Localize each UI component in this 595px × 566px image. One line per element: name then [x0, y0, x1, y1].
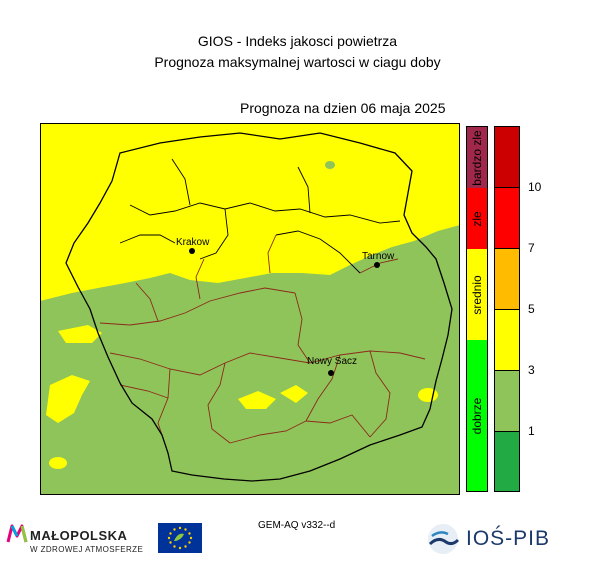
scale-step — [495, 310, 519, 371]
malopolska-logo-icon — [6, 524, 28, 543]
scale-label-10: 10 — [528, 180, 542, 194]
zone-srednio-patch-south — [238, 391, 276, 409]
scale-step — [495, 432, 519, 491]
scale-step — [495, 371, 519, 432]
zone-srednio-patch-bottom — [49, 457, 67, 469]
malopolska-tagline: W ZDROWEJ ATMOSFERZE — [30, 545, 144, 554]
ios-pib-logo-icon — [428, 524, 460, 554]
malopolska-name: MAŁOPOLSKA — [30, 528, 128, 543]
legend-zle: zle — [467, 188, 487, 249]
legend-srednio: srednio — [467, 249, 487, 340]
city-nowy-sacz: Nowy Sacz — [307, 356, 357, 376]
legend-dobrze: dobrze — [467, 340, 487, 491]
map-subtitle: Prognoza maksymalnej wartosci w ciagu do… — [154, 54, 441, 70]
scale-step — [495, 188, 519, 249]
city-marker — [189, 248, 195, 254]
city-label: Krakow — [176, 237, 210, 248]
scale-step — [495, 127, 519, 188]
forecast-date: Prognoza na dzien 06 maja 2025 — [240, 100, 446, 116]
model-version: GEM-AQ v332--d — [258, 520, 336, 531]
eu-life-flag-icon — [158, 523, 202, 553]
legend-label: srednio — [470, 274, 484, 315]
scale-label-3: 3 — [528, 363, 535, 377]
scale-step — [495, 249, 519, 310]
zone-dobrze-dot — [325, 161, 335, 169]
legend-bardzo-zle: bardzo zle — [467, 127, 487, 188]
city-marker — [374, 262, 380, 268]
city-label: Nowy Sacz — [307, 356, 357, 367]
zone-srednio-patch-southwest — [46, 375, 90, 423]
zone-srednio-north — [40, 123, 460, 301]
index-scale — [494, 126, 520, 492]
map-title: GIOS - Indeks jakosci powietrza — [197, 33, 398, 49]
city-label: Tarnow — [362, 251, 395, 262]
zone-srednio-patch-east — [418, 388, 438, 402]
scale-label-7: 7 — [528, 241, 535, 255]
forecast-map: Krakow Tarnow Nowy Sacz — [40, 123, 460, 495]
city-marker — [328, 370, 334, 376]
category-legend: bardzo zle zle srednio dobrze — [466, 126, 488, 492]
zone-srednio-patch-center — [280, 385, 308, 403]
district-boundaries — [99, 234, 426, 444]
scale-label-5: 5 — [528, 302, 535, 316]
city-krakow: Krakow — [176, 237, 210, 254]
legend-label: bardzo zle — [470, 129, 484, 186]
voivodeship-border — [65, 132, 453, 482]
county-boundaries-north — [119, 158, 401, 274]
legend-label: zle — [470, 210, 484, 227]
map-frame — [40, 123, 460, 495]
city-tarnow: Tarnow — [362, 251, 395, 268]
scale-label-1: 1 — [528, 424, 535, 438]
ios-pib-name: IOŚ-PIB — [466, 527, 551, 550]
legend-label: dobrze — [470, 397, 484, 434]
zone-srednio-patch-west — [58, 325, 102, 343]
